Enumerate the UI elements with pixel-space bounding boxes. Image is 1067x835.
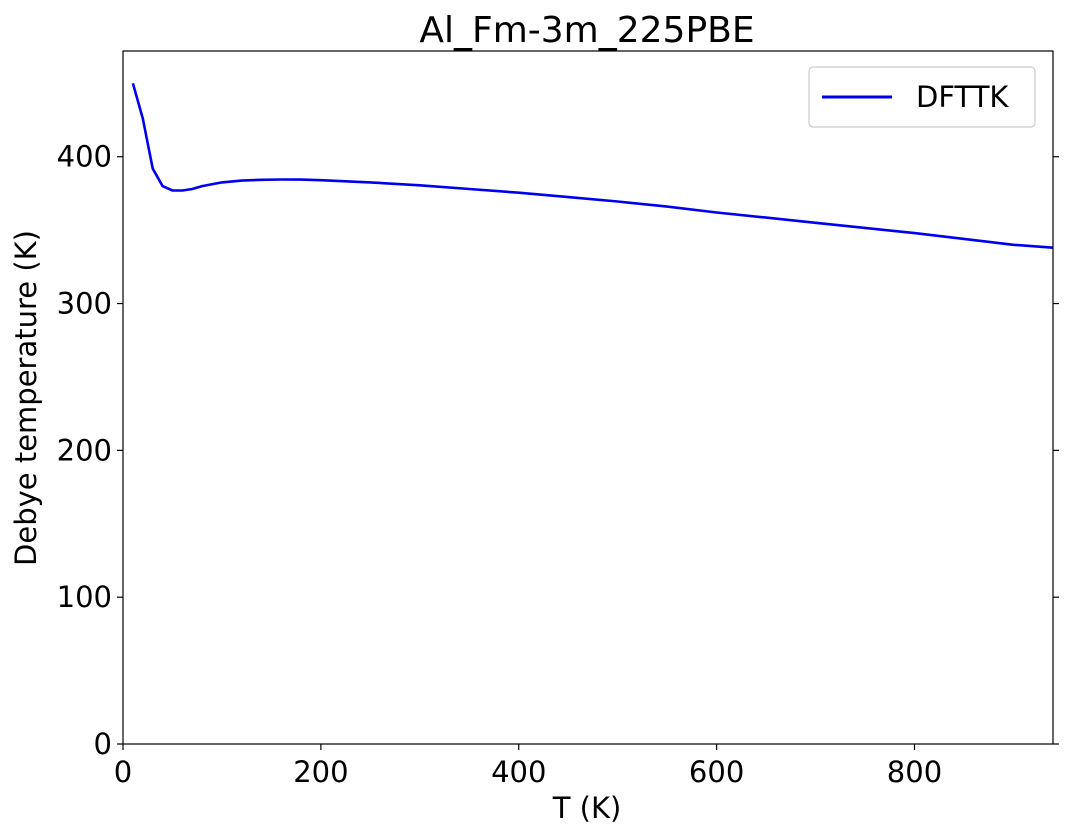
chart-title: Al_Fm-3m_225PBE xyxy=(419,10,754,51)
y-tick-label: 0 xyxy=(94,727,112,761)
y-tick-label: 400 xyxy=(57,140,112,174)
y-axis-label: Debye temperature (K) xyxy=(9,230,43,566)
y-tick-label: 100 xyxy=(57,580,112,614)
x-tick-label: 800 xyxy=(887,755,942,789)
x-tick-label: 400 xyxy=(491,755,546,789)
legend-box xyxy=(808,66,1036,128)
legend-label: DFTTK xyxy=(916,80,1009,114)
x-tick-label: 600 xyxy=(689,755,744,789)
y-tick-label: 300 xyxy=(57,287,112,321)
legend: DFTTK xyxy=(808,66,1036,128)
x-tick-label: 200 xyxy=(293,755,348,789)
y-tick-label: 200 xyxy=(57,433,112,467)
plot-area: 0 200 400 600 800 0 100 200 300 400 xyxy=(57,50,1059,789)
series-line-dfttk xyxy=(131,82,1054,249)
axes-frame xyxy=(122,50,1054,745)
x-tick-label: 0 xyxy=(114,755,132,789)
x-axis-label: T (K) xyxy=(552,791,622,825)
